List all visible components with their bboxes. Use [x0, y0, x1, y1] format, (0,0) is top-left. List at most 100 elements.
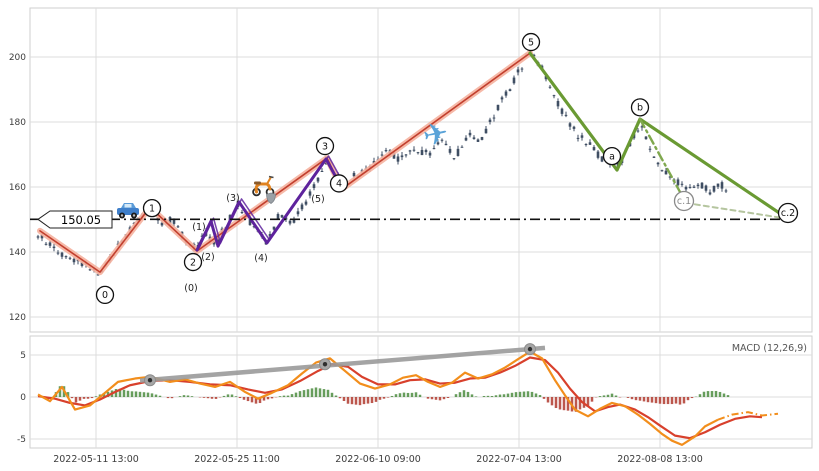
candle-body: [704, 185, 708, 191]
histogram-bar: [150, 393, 154, 397]
sub-wave-label: (0): [184, 283, 197, 294]
histogram-bar: [186, 395, 190, 397]
histogram-bar: [86, 397, 90, 399]
candle-body: [412, 149, 416, 151]
scooter-seat: [254, 181, 261, 185]
histogram-bar: [70, 397, 74, 399]
histogram-bar: [146, 392, 150, 397]
candle-body: [664, 170, 668, 175]
car-hub: [120, 214, 124, 217]
histogram-bar: [342, 397, 346, 401]
price-panel[interactable]: [29, 7, 813, 333]
candle-body: [508, 89, 512, 91]
histogram-bar: [298, 391, 302, 397]
histogram-bar: [562, 397, 566, 411]
histogram-bar: [690, 397, 694, 399]
candle-body: [436, 142, 440, 145]
histogram-bar: [114, 389, 118, 397]
candle-body: [316, 177, 320, 182]
histogram-bar: [698, 394, 702, 397]
date-tick-label: 2022-08-08 13:00: [617, 454, 703, 465]
candle-body: [532, 54, 536, 57]
candle-body: [668, 176, 672, 178]
histogram-bar: [78, 397, 82, 401]
histogram-bar: [294, 392, 298, 397]
histogram-bar: [714, 390, 718, 397]
histogram-bar: [242, 397, 246, 400]
candle-body: [504, 91, 508, 96]
histogram-bar: [206, 397, 210, 399]
candle-body: [52, 246, 56, 249]
wave-label-text: b: [637, 103, 643, 114]
candle-body: [468, 132, 472, 136]
sub-wave-label: (2): [201, 252, 214, 263]
candle-body: [404, 154, 408, 156]
candle-body: [640, 126, 644, 128]
histogram-bar: [650, 397, 654, 403]
price-tag: [37, 210, 113, 229]
histogram-bar: [370, 397, 374, 404]
candle-body: [296, 211, 300, 215]
histogram-bar: [190, 396, 194, 397]
histogram-bar: [638, 397, 642, 401]
candle-body: [288, 220, 292, 224]
candle-body: [396, 156, 400, 162]
histogram-bar: [470, 394, 474, 397]
histogram-bar: [226, 394, 230, 397]
macd-line-projection: [717, 411, 779, 421]
histogram-bar: [82, 397, 86, 399]
histogram-bar: [522, 391, 526, 397]
histogram-bar: [518, 391, 522, 397]
histogram-bar: [362, 397, 366, 405]
wave-label-circle: [630, 98, 650, 117]
price-tick-label: 120: [9, 313, 26, 323]
wave-label-circle: [602, 146, 622, 166]
histogram-bar: [338, 397, 342, 399]
candle-body: [456, 148, 460, 156]
candle-body: [600, 156, 604, 162]
histogram-bar: [554, 397, 558, 409]
macd-panel[interactable]: [29, 335, 813, 449]
histogram-bar: [666, 397, 670, 405]
candle-body: [516, 69, 520, 73]
histogram-bar: [74, 397, 78, 403]
abc-wave-green: [528, 51, 790, 221]
histogram-bar: [434, 397, 438, 400]
price-tick-label: 200: [9, 53, 26, 63]
histogram-bar: [286, 395, 290, 397]
candle-body: [716, 183, 720, 187]
candle-body: [676, 179, 680, 186]
histogram-bar: [462, 390, 466, 397]
candle-body: [300, 204, 304, 210]
candle-body: [444, 143, 448, 146]
histogram-bar: [138, 391, 142, 397]
price-tick-label: 180: [9, 118, 26, 128]
candle-body: [160, 222, 164, 226]
car-window: [124, 204, 132, 208]
histogram-bar: [418, 394, 422, 397]
price-tag-label: 150.05: [60, 213, 102, 227]
histogram-bar: [334, 395, 338, 397]
candle-body: [712, 185, 716, 192]
histogram-bar: [318, 388, 322, 397]
candle-body: [72, 258, 76, 263]
histogram-bar: [438, 397, 442, 401]
candle-body: [268, 234, 272, 237]
histogram-bar: [290, 394, 294, 397]
candle-body: [724, 190, 728, 192]
histogram-bar: [486, 395, 490, 397]
wave-label-circle: [183, 252, 203, 272]
histogram-bar: [322, 389, 326, 397]
histogram-bar: [282, 395, 286, 397]
histogram-bar: [514, 392, 518, 397]
candle-body: [488, 119, 492, 122]
histogram-bar: [626, 397, 630, 398]
histogram-bar: [662, 397, 666, 405]
macd-divergence-line: [139, 345, 546, 383]
scooter-column: [266, 176, 272, 185]
sub-wave-label: (4): [254, 253, 267, 264]
candle-body: [304, 201, 308, 205]
candle-body: [552, 95, 556, 97]
scooter-handlebar: [268, 175, 274, 179]
